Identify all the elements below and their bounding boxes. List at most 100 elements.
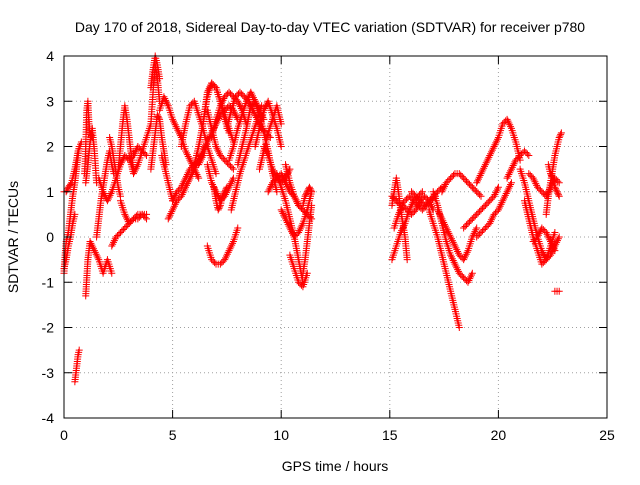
- data-point-marker: [421, 201, 429, 209]
- data-point-marker: [548, 173, 556, 181]
- data-point-marker: [507, 165, 515, 173]
- data-point-marker: [174, 186, 182, 194]
- data-point-marker: [490, 143, 498, 150]
- data-point-marker: [266, 184, 274, 192]
- data-point-marker: [388, 192, 396, 200]
- data-point-marker: [412, 192, 420, 200]
- data-point-marker: [461, 275, 469, 283]
- data-point-marker: [547, 239, 555, 247]
- y-tick-label: 4: [46, 48, 54, 64]
- data-point-marker: [277, 120, 285, 128]
- data-point-marker: [218, 98, 226, 106]
- data-point-marker: [132, 212, 140, 220]
- data-point-marker: [177, 192, 185, 200]
- data-point-marker: [209, 182, 217, 190]
- data-point-marker: [305, 183, 313, 191]
- data-point-marker: [475, 173, 483, 181]
- data-point-marker: [449, 238, 457, 246]
- data-point-marker: [450, 258, 458, 266]
- data-point-marker: [448, 173, 456, 181]
- data-point-marker: [418, 188, 426, 196]
- data-point-marker: [116, 228, 124, 236]
- data-point-marker: [296, 280, 304, 288]
- data-point-marker: [477, 192, 485, 200]
- data-point-marker: [407, 202, 415, 210]
- data-point-marker: [195, 174, 203, 182]
- data-point-marker: [67, 180, 75, 188]
- data-point-marker: [214, 191, 222, 199]
- data-point-marker: [552, 185, 560, 193]
- data-point-marker: [503, 188, 511, 196]
- data-point-marker: [229, 165, 237, 173]
- data-point-marker: [545, 234, 553, 242]
- data-point-marker: [407, 194, 415, 202]
- data-point-marker: [451, 242, 459, 250]
- data-point-marker: [221, 256, 229, 264]
- data-point-marker: [529, 174, 537, 182]
- data-point-marker: [121, 210, 129, 218]
- x-tick-label: 0: [60, 427, 68, 443]
- data-point-marker: [444, 228, 452, 236]
- data-point-marker: [170, 202, 178, 210]
- series-trace-50: [429, 188, 476, 286]
- data-point-marker: [205, 85, 213, 93]
- data-point-marker: [428, 202, 436, 210]
- series-trace-35: [255, 102, 285, 173]
- data-point-marker: [443, 226, 451, 234]
- data-point-marker: [446, 231, 454, 239]
- data-point-marker: [530, 176, 538, 184]
- data-point-marker: [483, 200, 491, 208]
- data-point-marker: [483, 222, 491, 230]
- data-point-marker: [223, 250, 231, 258]
- data-point-marker: [396, 207, 404, 215]
- data-point-marker: [173, 124, 181, 132]
- data-point-marker: [394, 210, 402, 218]
- data-point-marker: [130, 215, 138, 223]
- data-point-marker: [490, 192, 498, 200]
- data-point-marker: [203, 88, 211, 96]
- data-point-marker: [264, 188, 272, 196]
- data-point-marker: [442, 179, 450, 187]
- series-trace-52: [438, 170, 485, 200]
- series-trace-15: [147, 52, 164, 92]
- data-point-marker: [470, 213, 478, 221]
- data-point-marker: [216, 203, 224, 211]
- data-point-marker: [481, 224, 489, 232]
- data-point-marker: [487, 218, 495, 226]
- data-point-marker: [248, 90, 256, 98]
- data-point-marker: [218, 195, 226, 203]
- data-point-marker: [492, 139, 500, 147]
- data-point-marker: [63, 186, 71, 194]
- data-point-marker: [474, 209, 482, 217]
- data-point-marker: [501, 191, 509, 199]
- data-point-marker: [538, 224, 546, 232]
- data-point-marker: [465, 180, 473, 188]
- data-point-marker: [286, 224, 294, 232]
- data-point-marker: [498, 199, 506, 207]
- data-point-marker: [166, 211, 174, 219]
- data-point-marker: [216, 152, 224, 160]
- data-point-marker: [500, 118, 508, 126]
- data-point-marker: [471, 212, 479, 220]
- data-point-marker: [278, 208, 286, 216]
- data-point-marker: [414, 202, 422, 210]
- data-point-marker: [183, 151, 191, 159]
- data-point-marker: [438, 215, 446, 223]
- data-point-marker: [473, 233, 481, 241]
- data-point-marker: [500, 195, 508, 203]
- data-point-marker: [554, 177, 562, 185]
- data-point-marker: [515, 153, 523, 161]
- data-point-marker: [483, 157, 491, 165]
- data-point-marker: [395, 209, 403, 217]
- data-point-marker: [171, 200, 179, 208]
- data-point-marker: [181, 176, 189, 184]
- data-point-marker: [447, 174, 455, 182]
- data-point-marker: [216, 102, 224, 110]
- data-point-marker: [539, 189, 547, 197]
- data-point-marker: [436, 211, 444, 219]
- y-tick-label: 1: [46, 184, 54, 200]
- data-point-marker: [177, 183, 185, 191]
- data-point-marker: [226, 245, 234, 253]
- data-point-marker: [455, 269, 463, 277]
- series-trace-62: [544, 161, 563, 200]
